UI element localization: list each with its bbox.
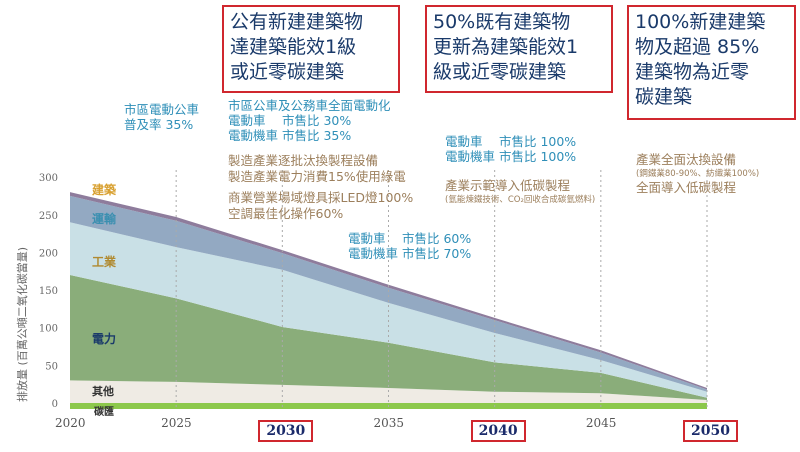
y-tick-label: 250: [39, 211, 58, 222]
y-tick-label: 300: [39, 173, 58, 184]
x-tick-2035: 2035: [373, 416, 405, 430]
y-tick-label: 50: [45, 361, 58, 372]
annotation-line: 產業示範導入低碳製程: [445, 178, 571, 193]
goal-2030: 公有新建建築物 達建築能效1級 或近零碳建築: [222, 5, 400, 93]
annotation-2025: 市區電動公車 普及率 35%: [124, 102, 199, 132]
annotation-note: (鋼鐵業80-90%、紡織業100%): [636, 169, 760, 179]
label-industry: 工業: [92, 255, 117, 269]
annotation-2040-industry: 產業示範導入低碳製程 (氫能煉鐵技術、CO₂回收合成碳氫燃料): [445, 178, 595, 206]
annotation-line: 市區公車及公務車全面電動化: [228, 98, 391, 113]
annotation-line: 製造產業電力消費15%使用綠電: [228, 169, 406, 184]
label-transport: 運輸: [92, 212, 117, 226]
annotation-2040-transport: 電動車 市售比 100% 電動機車 市售比 100%: [445, 134, 576, 164]
annotation-line: 電動車 市售比 100%: [445, 134, 577, 149]
x-tick-2050: 2050: [683, 420, 738, 442]
y-axis-label: 排放量 (百萬公噸二氧化碳當量): [16, 246, 29, 402]
x-tick-2020: 2020: [55, 416, 86, 430]
annotation-note: (氫能煉鐵技術、CO₂回收合成碳氫燃料): [445, 195, 596, 205]
annotation-line: 商業營業場域燈具採LED燈100%: [228, 190, 414, 205]
annotation-line: 電動車 市售比 60%: [348, 231, 472, 246]
y-tick-label: 100: [39, 324, 58, 335]
annotation-line: 市區電動公車: [124, 102, 200, 117]
annotation-line: 全面導入低碳製程: [636, 180, 737, 195]
area-電力: [70, 274, 707, 400]
label-sink: 碳匯: [94, 407, 114, 418]
annotation-line: 電動機車 市售比 35%: [228, 128, 352, 143]
x-tick-2045: 2045: [585, 416, 617, 430]
annotation-line: 電動機車 市售比 100%: [445, 149, 577, 164]
area-運輸: [70, 195, 707, 392]
y-tick-label: 200: [39, 248, 58, 259]
goal-2040: 50%既有建築物 更新為建築能效1 級或近零碳建築: [425, 5, 613, 93]
x-tick-2030: 2030: [258, 420, 314, 442]
goal-2050: 100%新建建築 物及超過 85% 建築物為近零 碳建築: [627, 5, 796, 120]
y-tick-label: 150: [39, 286, 58, 297]
annotation-line: 製造產業逐批汰換製程設備: [228, 153, 379, 168]
label-other: 其他: [92, 385, 114, 398]
y-tick-label: 0: [52, 399, 58, 410]
x-tick-2040: 2040: [470, 420, 526, 442]
x-tick-2025: 2025: [161, 416, 192, 430]
label-building: 建築: [92, 183, 117, 197]
annotation-line: 產業全面汰換設備: [636, 152, 737, 167]
annotation-2030-transport: 市區公車及公務車全面電動化 電動車 市售比 30% 電動機車 市售比 35%: [228, 98, 391, 143]
annotation-line: 電動機車 市售比 70%: [348, 246, 472, 261]
annotation-2050-industry: 產業全面汰換設備 (鋼鐵業80-90%、紡織業100%) 全面導入低碳製程: [636, 152, 759, 196]
annotation-line: 電動車 市售比 30%: [228, 113, 352, 128]
annotation-2030-building: 商業營業場域燈具採LED燈100% 空調最佳化操作60%: [228, 190, 413, 222]
annotation-2035: 電動車 市售比 60% 電動機車 市售比 70%: [348, 231, 471, 261]
annotation-line: 普及率 35%: [124, 117, 194, 132]
label-power: 電力: [92, 332, 117, 346]
annotation-2030-industry: 製造產業逐批汰換製程設備 製造產業電力消費15%使用綠電: [228, 153, 406, 185]
annotation-line: 空調最佳化操作60%: [228, 206, 344, 221]
